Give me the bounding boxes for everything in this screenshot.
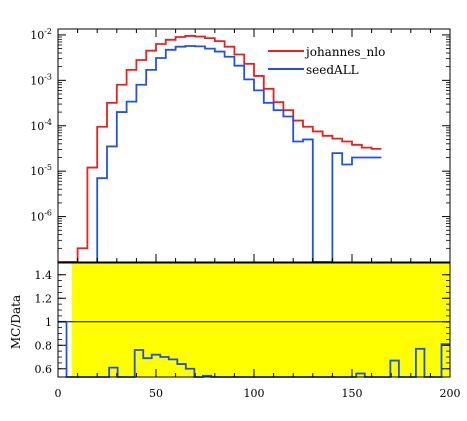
y-tick-label: 10-4 <box>30 118 52 133</box>
ratio-y-tick-label: 1.4 <box>35 269 53 282</box>
legend: johannes_nlo seedALL <box>268 45 385 77</box>
y-tick-label: 10-2 <box>30 27 52 42</box>
y-tick-label: 10-5 <box>30 163 52 178</box>
histogram-series-2 <box>96 45 382 263</box>
ratio-plot-panel: 0.6 0.8 1 1.2 1.4 0 50 100 150 200 MC/Data <box>9 262 461 400</box>
ratio-y-tick-label: 0.8 <box>35 339 53 352</box>
x-tick-label: 50 <box>149 387 163 400</box>
x-tick-label: 200 <box>440 387 461 400</box>
ratio-y-tick-label: 0.6 <box>35 363 53 376</box>
legend-label-2: seedALL <box>306 63 359 77</box>
legend-label-1: johannes_nlo <box>304 45 385 59</box>
x-tick-label: 150 <box>342 387 363 400</box>
ratio-y-tick-label: 1.2 <box>35 292 53 305</box>
ratio-y-axis-label: MC/Data <box>9 295 23 349</box>
main-plot-panel: 10-2 10-3 10-4 10-5 10-6 johannes_nlo seedAL… <box>30 27 451 263</box>
x-tick-label: 100 <box>244 387 265 400</box>
histogram-series-1 <box>58 35 382 263</box>
ratio-y-tick-label: 1 <box>45 316 52 329</box>
y-tick-label: 10-3 <box>30 72 52 87</box>
x-tick-label: 0 <box>55 387 62 400</box>
y-tick-label: 10-6 <box>30 209 52 224</box>
